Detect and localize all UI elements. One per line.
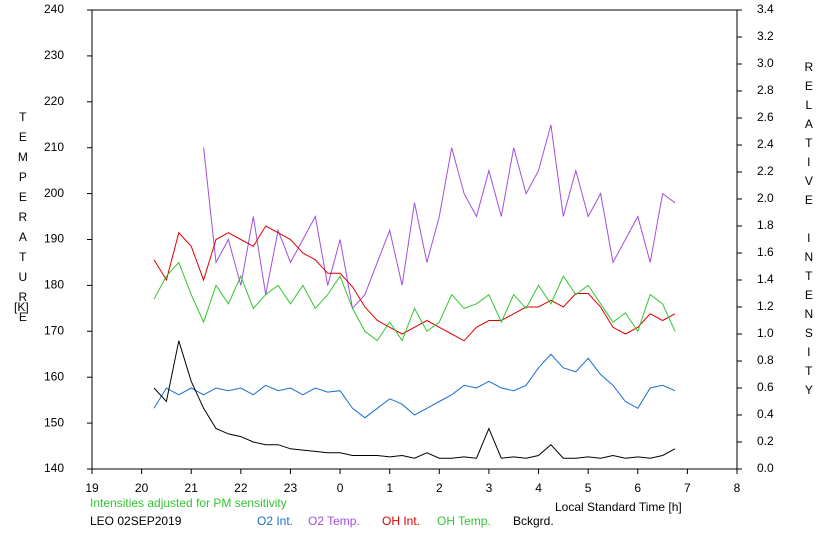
y2-tick-label: 1.8 (757, 218, 774, 232)
y-tick-label: 210 (44, 140, 64, 154)
x-tick-label: 7 (684, 481, 691, 495)
y-tick-label: 200 (44, 186, 64, 200)
x-tick-label: 8 (734, 481, 741, 495)
y-axis-label: TEMPERATURE (16, 110, 30, 330)
y-tick-label: 220 (44, 94, 64, 108)
station: LEO 02SEP2019 (90, 514, 182, 528)
y2-tick-label: 2.2 (757, 164, 774, 178)
y2-tick-label: 0.6 (757, 380, 774, 394)
y2-tick-label: 3.4 (757, 2, 774, 16)
x-tick-label: 5 (585, 481, 592, 495)
x-tick-label: 23 (284, 481, 298, 495)
series-line (153, 225, 676, 342)
y2-tick-label: 0.2 (757, 434, 774, 448)
y2-tick-label: 2.8 (757, 83, 774, 97)
note: Intensities adjusted for PM sensitivity (90, 496, 287, 510)
y-tick-label: 140 (44, 461, 64, 475)
y2-tick-label: 3.0 (757, 56, 774, 70)
x-tick-label: 22 (234, 481, 248, 495)
legend-entry: OH Int. (382, 514, 420, 528)
legend-entry: O2 Int. (257, 514, 293, 528)
legend-entry: OH Temp. (437, 514, 491, 528)
y2-tick-label: 1.0 (757, 326, 774, 340)
y-tick-label: 190 (44, 232, 64, 246)
x-tick-label: 20 (135, 481, 149, 495)
y-tick-label: 150 (44, 415, 64, 429)
y2-tick-label: 2.6 (757, 110, 774, 124)
y2-axis-label: RELATIVE INTENSITY (802, 60, 816, 402)
y2-tick-label: 2.4 (757, 137, 774, 151)
legend-entry: O2 Temp. (308, 514, 360, 528)
y2-tick-label: 0.0 (757, 461, 774, 475)
y-tick-label: 160 (44, 369, 64, 383)
x-tick-label: 4 (535, 481, 542, 495)
x-tick-label: 2 (436, 481, 443, 495)
series-line (153, 340, 676, 459)
x-tick-label: 21 (185, 481, 199, 495)
plot-frame (91, 9, 738, 470)
series-line (203, 124, 676, 310)
y-tick-label: 180 (44, 278, 64, 292)
series-line (153, 353, 676, 419)
series-line (153, 261, 676, 342)
y2-tick-label: 0.8 (757, 353, 774, 367)
y-tick-label: 240 (44, 2, 64, 16)
x-tick-label: 19 (85, 481, 99, 495)
x-axis-label: Local Standard Time [h] (555, 500, 682, 514)
legend-entry: Bckgrd. (513, 514, 554, 528)
x-tick-label: 0 (337, 481, 344, 495)
y2-tick-label: 2.0 (757, 191, 774, 205)
x-tick-label: 3 (486, 481, 493, 495)
y2-tick-label: 1.2 (757, 299, 774, 313)
y2-tick-label: 1.4 (757, 272, 774, 286)
x-tick-label: 6 (634, 481, 641, 495)
y2-tick-label: 0.4 (757, 407, 774, 421)
y2-tick-label: 1.6 (757, 245, 774, 259)
y-tick-label: 230 (44, 48, 64, 62)
y-tick-label: 170 (44, 323, 64, 337)
y-axis-unit: [K] (14, 300, 29, 314)
x-tick-label: 1 (386, 481, 393, 495)
y2-tick-label: 3.2 (757, 29, 774, 43)
